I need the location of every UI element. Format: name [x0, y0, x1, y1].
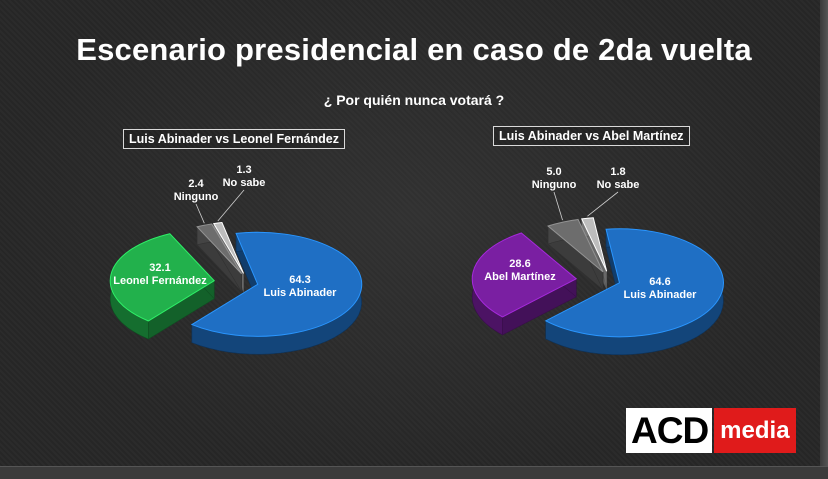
slice-no-sabe	[212, 222, 245, 274]
data-label-value-no-sabe: 1.3	[236, 164, 251, 176]
data-label-name-ninguno: Ninguno	[174, 191, 219, 203]
data-label-name-leonel-fern-ndez: Leonel Fernández	[113, 275, 207, 287]
right-edge	[820, 0, 828, 479]
data-label-name-abel-mart-nez: Abel Martínez	[484, 271, 556, 283]
data-label-value-luis-abinader: 64.6	[649, 276, 670, 288]
chart-2-title: Luis Abinader vs Abel Martínez	[493, 126, 690, 146]
page-subtitle: ¿ Por quién nunca votará ?	[323, 92, 505, 108]
data-label-value-no-sabe: 1.8	[610, 166, 625, 178]
data-label-name-luis-abinader: Luis Abinader	[624, 289, 698, 301]
acd-media-logo: ACD media	[626, 408, 817, 453]
data-label-name-no-sabe: No sabe	[597, 179, 640, 191]
slice-no-sabe	[580, 217, 608, 272]
logo-media: media	[714, 408, 796, 453]
data-label-value-leonel-fern-ndez: 32.1	[149, 262, 170, 274]
page-title: Escenario presidencial en caso de 2da vu…	[76, 32, 752, 67]
leader-line-no-sabe	[217, 189, 245, 222]
slice-abel-mart-nez	[471, 232, 578, 318]
data-label-value-ninguno: 5.0	[546, 166, 561, 178]
slice-luis-abinader	[544, 228, 724, 338]
chart-1-title: Luis Abinader vs Leonel Fernández	[123, 129, 345, 149]
data-label-value-luis-abinader: 64.3	[289, 274, 310, 286]
slice-ninguno	[196, 223, 242, 275]
data-label-name-ninguno: Ninguno	[532, 179, 577, 191]
data-label-name-luis-abinader: Luis Abinader	[264, 287, 338, 299]
leader-line-ninguno	[553, 191, 563, 221]
leader-line-ninguno	[195, 203, 205, 224]
data-label-value-abel-mart-nez: 28.6	[509, 258, 530, 270]
slice-luis-abinader	[190, 231, 363, 337]
data-label-value-ninguno: 2.4	[188, 178, 204, 190]
leader-line-no-sabe	[587, 191, 619, 217]
data-label-name-no-sabe: No sabe	[223, 177, 266, 189]
bottom-band	[0, 466, 828, 479]
logo-acd: ACD	[626, 408, 713, 453]
slice-leonel-fern-ndez	[109, 233, 216, 322]
slice-ninguno	[547, 218, 604, 273]
